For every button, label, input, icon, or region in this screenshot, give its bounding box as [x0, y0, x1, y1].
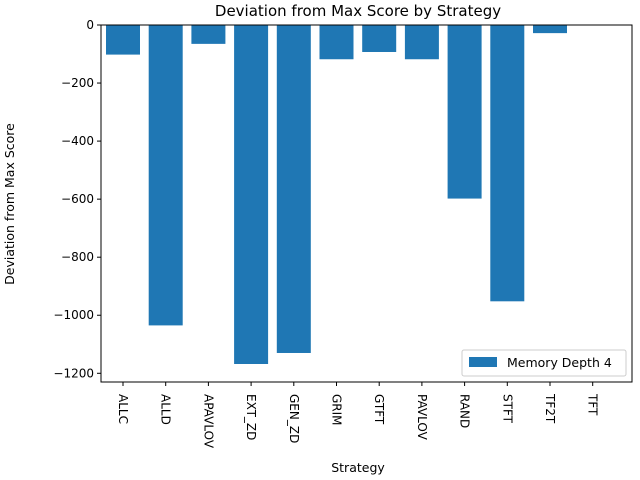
y-axis-label: Deviation from Max Score [2, 123, 17, 285]
x-axis-ticks: ALLC ALLD APAVLOV EXT_ZD GEN_ZD GRIM GTFT PAVLO… [116, 382, 600, 449]
x-tick-label: GRIM [330, 394, 344, 426]
bar-gen-zd [276, 25, 311, 353]
x-tick-label: ALLD [159, 394, 173, 425]
bar-pavlov [404, 25, 439, 60]
y-tick-label: −1000 [53, 308, 94, 322]
x-tick-label: PAVLOV [415, 394, 429, 441]
bar-apavlov [191, 25, 226, 44]
x-tick-label: STFT [500, 394, 514, 424]
bar-tf2t [533, 25, 567, 34]
y-tick-label: −200 [61, 76, 94, 90]
legend-label: Memory Depth 4 [507, 355, 612, 370]
y-axis-ticks: 0 −200 −400 −600 −800 −1000 −1200 [53, 18, 101, 380]
bar-rand [447, 25, 482, 199]
bar-grim [319, 25, 354, 60]
bars-layer [106, 25, 567, 364]
bar-stft [490, 25, 525, 302]
bar-ext-zd [234, 25, 269, 364]
chart-title: Deviation from Max Score by Strategy [215, 2, 501, 20]
bar-alld [148, 25, 183, 326]
x-tick-label: APAVLOV [201, 394, 215, 449]
x-tick-label: GTFT [372, 394, 386, 425]
y-tick-label: −400 [61, 134, 94, 148]
bar-gtft [362, 25, 397, 52]
legend: Memory Depth 4 [461, 349, 627, 377]
bar-allc [106, 25, 140, 55]
x-tick-label: GEN_ZD [287, 394, 301, 443]
x-tick-label: TF2T [543, 393, 557, 424]
x-tick-label: RAND [458, 394, 472, 428]
legend-box [461, 349, 627, 377]
y-tick-label: 0 [86, 18, 94, 32]
y-tick-label: −800 [61, 250, 94, 264]
x-tick-label: TFT [586, 393, 600, 416]
y-tick-label: −1200 [53, 366, 94, 380]
x-axis-label: Strategy [331, 460, 385, 475]
legend-swatch [469, 357, 497, 367]
x-tick-label: ALLC [116, 394, 130, 424]
y-tick-label: −600 [61, 192, 94, 206]
plot-frame [100, 24, 633, 383]
x-tick-label: EXT_ZD [244, 394, 258, 440]
